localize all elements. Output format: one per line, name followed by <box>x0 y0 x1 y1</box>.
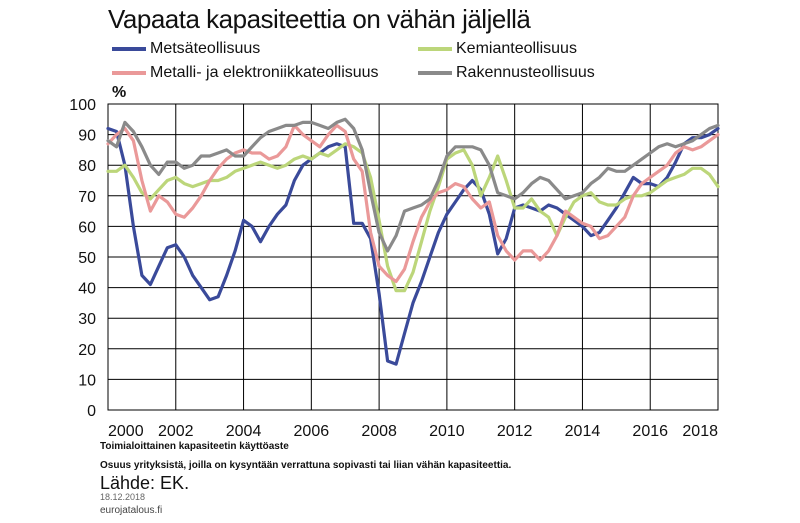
y-tick-label: 20 <box>78 342 96 359</box>
legend-label: Metalli- ja elektroniikkateollisuus <box>150 64 379 81</box>
legend-label: Kemianteollisuus <box>456 40 577 57</box>
y-tick-label: 70 <box>78 189 96 206</box>
y-tick-label: 90 <box>78 128 96 145</box>
y-unit-label: % <box>112 84 127 101</box>
chart-title: Vapaata kapasiteettia on vähän jäljellä <box>108 4 531 34</box>
source-label: Lähde: EK. <box>100 473 190 493</box>
x-tick-label: 2010 <box>429 423 465 440</box>
series-line-rakennusteollisuus <box>106 117 720 253</box>
legend-label: Rakennusteollisuus <box>456 64 595 81</box>
x-tick-label: 2008 <box>361 423 397 440</box>
series-line-mets-teollisuus <box>106 126 720 366</box>
legend-swatch-kemianteollisuus <box>418 47 452 51</box>
y-tick-label: 100 <box>69 97 96 114</box>
legend-item-metalli: Metalli- ja elektroniikkateollisuus <box>112 64 379 82</box>
site-label: eurojatalous.fi <box>100 505 163 516</box>
x-tick-label: 2012 <box>497 423 533 440</box>
x-tick-label: 2016 <box>632 423 668 440</box>
y-tick-label: 30 <box>78 311 96 328</box>
legend-swatch-rakennusteollisuus <box>418 71 452 75</box>
legend-swatch-metsateollisuus <box>112 47 146 51</box>
legend-swatch-metalli <box>112 71 146 75</box>
series-line-metalli-ja-elektroniikkateollisuus <box>106 123 720 284</box>
y-tick-label: 50 <box>78 250 96 267</box>
legend-label: Metsäteollisuus <box>150 40 261 57</box>
y-tick-label: 80 <box>78 158 96 175</box>
description-note: Osuus yrityksistä, joilla on kysyntään v… <box>100 460 512 471</box>
x-tick-label: 2004 <box>226 423 262 440</box>
x-tick-label: 2014 <box>565 423 601 440</box>
plot-frame <box>107 103 719 411</box>
x-tick-label: 2002 <box>158 423 194 440</box>
y-tick-label: 0 <box>87 403 96 420</box>
y-tick-label: 60 <box>78 219 96 236</box>
x-tick-label: 2000 <box>108 423 144 440</box>
legend-item-kemianteollisuus: Kemianteollisuus <box>418 40 577 58</box>
y-tick-label: 40 <box>78 281 96 298</box>
x-tick-label: 2018 <box>682 423 718 440</box>
date-label: 18.12.2018 <box>100 492 146 502</box>
legend-item-metsateollisuus: Metsäteollisuus <box>112 40 260 58</box>
x-tick-label: 2006 <box>294 423 330 440</box>
legend-item-rakennusteollisuus: Rakennusteollisuus <box>418 64 595 82</box>
y-tick-label: 10 <box>78 372 96 389</box>
subtitle-note: Toimialoittainen kapasiteetin käyttöaste <box>100 441 289 452</box>
